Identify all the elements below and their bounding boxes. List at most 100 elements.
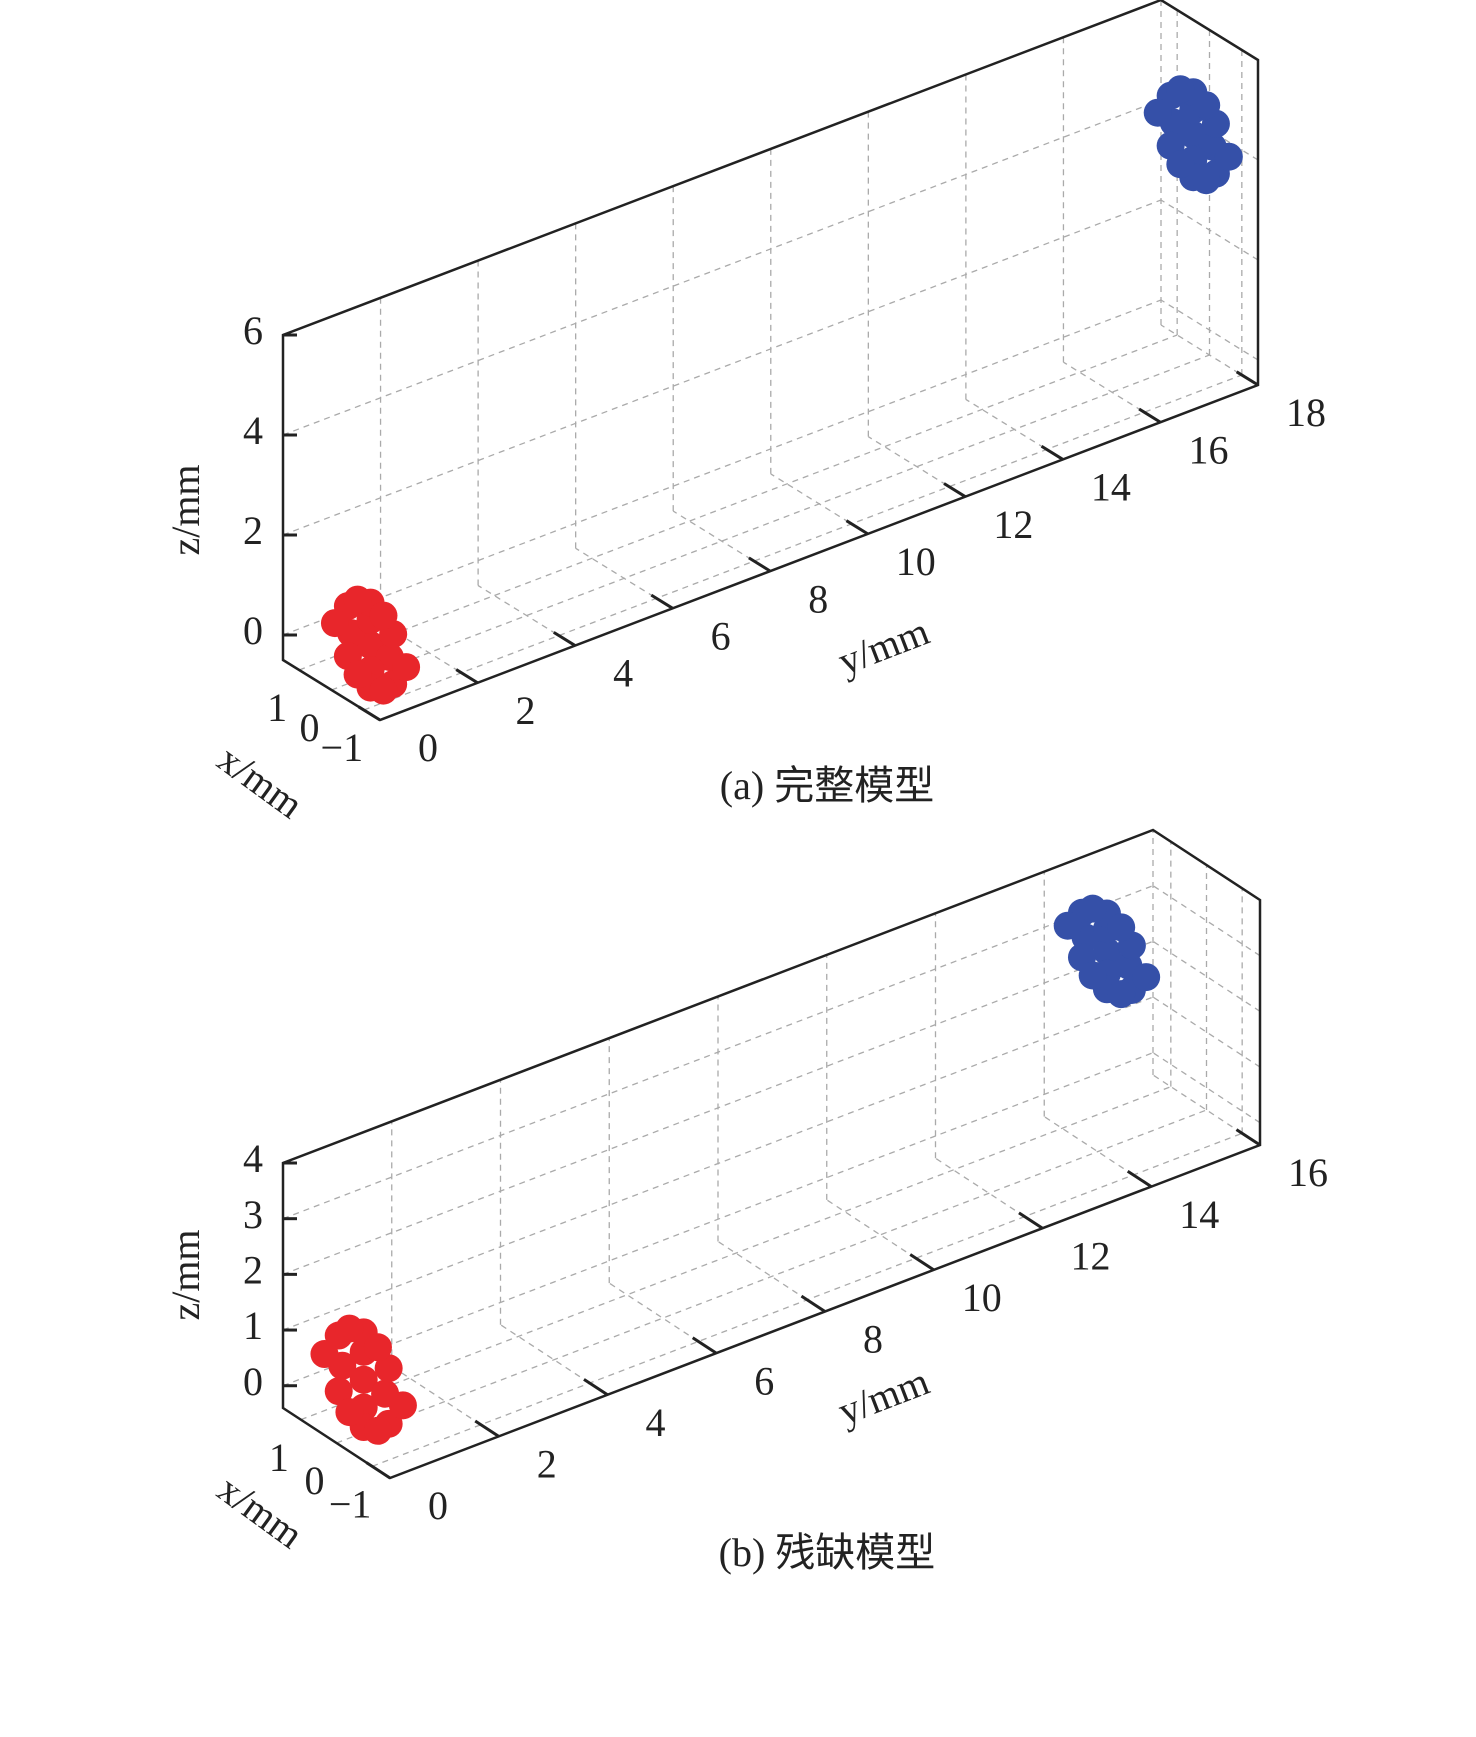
y-tick-label: 16 bbox=[1188, 427, 1228, 472]
y-tick-label: 0 bbox=[428, 1483, 448, 1528]
z-tick-label: 0 bbox=[243, 1359, 263, 1404]
grid-line bbox=[282, 99, 1162, 436]
x-axis-label: x/mm bbox=[210, 1466, 312, 1557]
y-tick bbox=[1235, 370, 1259, 387]
scatter-point bbox=[1214, 142, 1243, 171]
y-tick-label: 0 bbox=[418, 725, 438, 770]
y-tick-label: 2 bbox=[537, 1442, 557, 1487]
z-axis-label: z/mm bbox=[163, 464, 208, 555]
x-tick-label: 0 bbox=[300, 705, 320, 750]
scatter-point bbox=[1166, 150, 1195, 179]
scatter-point bbox=[1192, 166, 1221, 195]
z-tick-label: 2 bbox=[243, 1248, 263, 1293]
x-tick-label: 1 bbox=[269, 1435, 289, 1480]
grid-line bbox=[282, 996, 1154, 1331]
scatter-point bbox=[1078, 961, 1107, 990]
scatter-point bbox=[1078, 894, 1107, 923]
y-tick-label: 10 bbox=[896, 539, 936, 584]
y-tick-label: 8 bbox=[863, 1317, 883, 1362]
z-tick-label: 4 bbox=[243, 408, 263, 453]
y-tick bbox=[474, 1419, 500, 1438]
scatter-point bbox=[1143, 98, 1172, 127]
y-tick-label: 14 bbox=[1091, 465, 1131, 510]
scatter-point bbox=[1107, 980, 1136, 1009]
grid-line bbox=[867, 436, 966, 498]
z-tick-label: 4 bbox=[243, 1136, 263, 1181]
y-tick bbox=[909, 1253, 935, 1272]
z-tick-label: 6 bbox=[243, 308, 263, 353]
grid-line bbox=[298, 334, 1178, 671]
y-tick-label: 12 bbox=[1071, 1233, 1111, 1278]
scatter-point bbox=[320, 609, 349, 638]
scatter-point bbox=[369, 601, 398, 630]
scatter-point bbox=[363, 1333, 392, 1362]
scatter-point bbox=[349, 1365, 378, 1394]
y-tick-label: 10 bbox=[962, 1275, 1002, 1320]
grid-line bbox=[1063, 361, 1161, 423]
x-tick-label: 1 bbox=[267, 685, 287, 730]
y-tick bbox=[1138, 407, 1162, 424]
grid-line bbox=[336, 1109, 1207, 1444]
y-tick-label: 4 bbox=[646, 1400, 666, 1445]
grid-line bbox=[672, 510, 771, 572]
y-tick-label: 16 bbox=[1288, 1150, 1328, 1195]
grid-line bbox=[282, 940, 1154, 1275]
scatter-point bbox=[1107, 913, 1136, 942]
scatter-point bbox=[369, 676, 398, 705]
grid-line bbox=[282, 1052, 1154, 1387]
scatter-point bbox=[1092, 937, 1121, 966]
y-tick bbox=[365, 1461, 391, 1480]
y-tick bbox=[650, 593, 674, 610]
y-tick bbox=[800, 1294, 826, 1313]
grid-line bbox=[282, 199, 1162, 536]
z-tick-label: 1 bbox=[243, 1303, 263, 1348]
scatter-point bbox=[335, 1398, 364, 1427]
y-tick bbox=[552, 631, 576, 647]
y-tick bbox=[1040, 444, 1064, 461]
scatter-point bbox=[388, 1391, 417, 1420]
caption: (a) 完整模型 bbox=[720, 763, 934, 808]
y-tick-label: 8 bbox=[808, 576, 828, 621]
y-tick-label: 4 bbox=[613, 651, 633, 696]
y-tick bbox=[1126, 1169, 1153, 1188]
x-axis-label: x/mm bbox=[210, 736, 312, 827]
grid-line bbox=[363, 374, 1243, 711]
scatter-point bbox=[343, 585, 372, 614]
z-tick-label: 0 bbox=[243, 608, 263, 653]
grid-line bbox=[282, 885, 1154, 1220]
scatter-point bbox=[310, 1340, 339, 1369]
y-axis-label: y/mm bbox=[832, 608, 935, 683]
z-tick-label: 2 bbox=[243, 508, 263, 553]
y-tick-label: 18 bbox=[1286, 390, 1326, 435]
caption: (b) 残缺模型 bbox=[719, 1530, 936, 1575]
y-tick bbox=[455, 668, 479, 685]
y-tick bbox=[1018, 1211, 1044, 1230]
grid-line bbox=[282, 299, 1162, 636]
scatter-point bbox=[1192, 91, 1221, 120]
scatter-point bbox=[343, 660, 372, 689]
y-axis-label: y/mm bbox=[832, 1358, 935, 1433]
y-tick bbox=[748, 556, 772, 573]
x-tick-label: −1 bbox=[329, 1482, 372, 1527]
x-tick-label: −1 bbox=[321, 725, 364, 770]
y-tick-label: 2 bbox=[516, 688, 536, 733]
x-tick-label: 0 bbox=[305, 1458, 325, 1503]
scatter-point bbox=[363, 1416, 392, 1445]
z-tick-label: 3 bbox=[243, 1192, 263, 1237]
scatter-point bbox=[1166, 75, 1195, 104]
scatter-point bbox=[335, 1314, 364, 1343]
grid-line bbox=[300, 1086, 1172, 1421]
scatter-point bbox=[374, 1354, 403, 1383]
y-tick-label: 6 bbox=[754, 1358, 774, 1403]
y-tick-label: 12 bbox=[993, 502, 1033, 547]
y-tick bbox=[845, 519, 869, 536]
y-tick-label: 14 bbox=[1179, 1192, 1219, 1237]
y-tick bbox=[691, 1336, 718, 1355]
y-tick bbox=[1235, 1128, 1261, 1147]
scatter-point bbox=[324, 1377, 353, 1406]
